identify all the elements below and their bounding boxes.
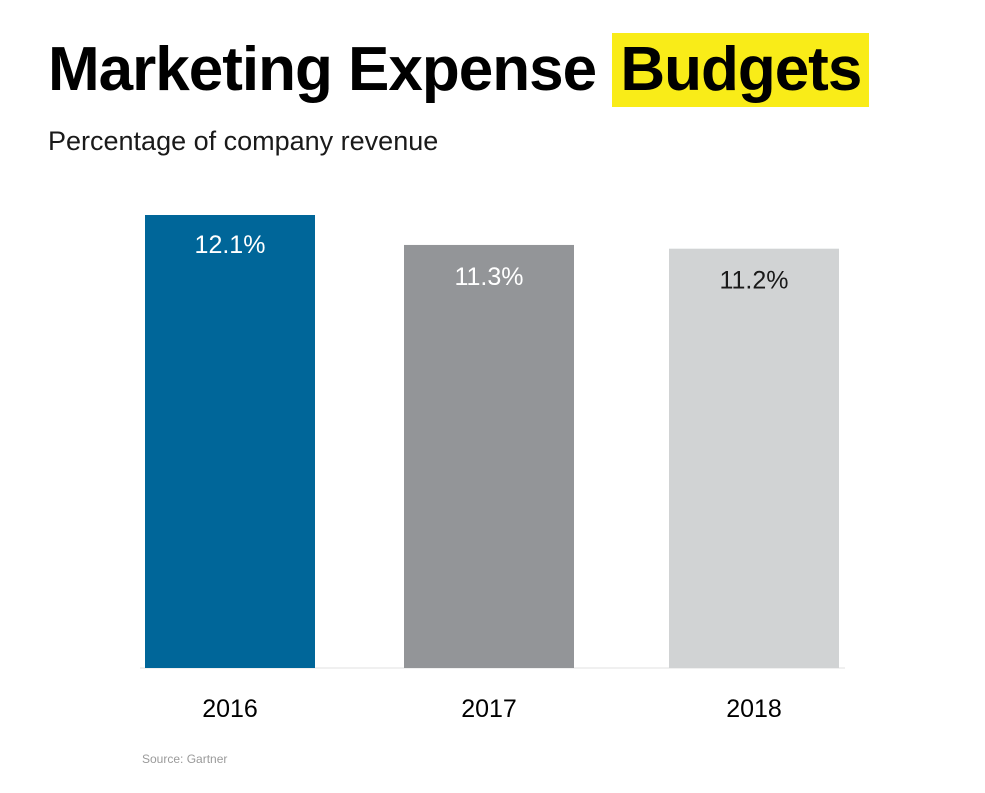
x-tick-label-2016: 2016 <box>202 695 258 723</box>
bars: 12.1% 2016 11.3% 2017 11.2% 2018 <box>145 215 839 723</box>
title-highlight: Budgets <box>612 33 870 107</box>
bar-2017 <box>404 244 574 668</box>
data-label-2017: 11.3% <box>454 263 523 291</box>
title-main: Marketing Expense <box>48 35 613 104</box>
data-label-2016: 12.1% <box>195 231 266 259</box>
chart-subtitle: Percentage of company revenue <box>48 126 439 156</box>
data-label-2018: 11.2% <box>719 267 788 295</box>
x-tick-label-2017: 2017 <box>461 695 517 723</box>
chart-title: Marketing Expense Budgets <box>48 30 870 110</box>
source-note: Source: Gartner <box>142 752 228 766</box>
bar-2016 <box>145 215 315 668</box>
x-tick-label-2018: 2018 <box>726 695 782 723</box>
bar-2018 <box>669 248 839 668</box>
